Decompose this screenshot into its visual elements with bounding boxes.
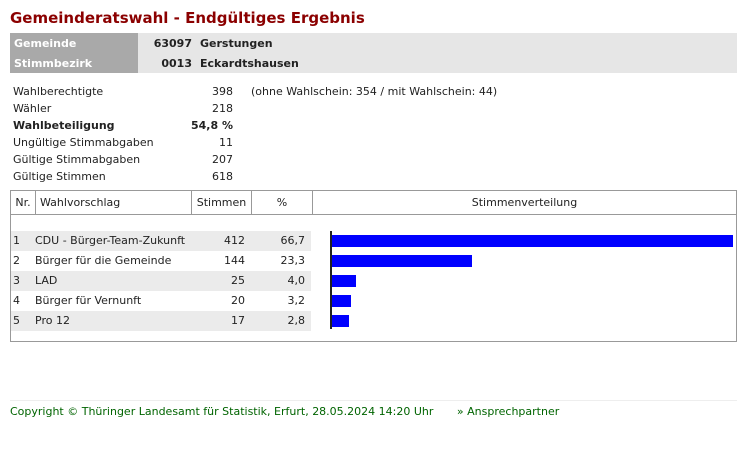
row-votes: 17 (231, 314, 245, 327)
row-nr: 3 (13, 274, 20, 287)
chart-bar (332, 235, 733, 247)
row-votes: 144 (224, 254, 245, 267)
stat-label: Wähler (13, 102, 52, 115)
row-nr: 2 (13, 254, 20, 267)
chart-bar (332, 255, 472, 267)
row-votes: 20 (231, 294, 245, 307)
stat-value: 207 (212, 153, 233, 166)
stat-row: Ungültige Stimmabgaben 11 (13, 134, 497, 151)
stat-row: Gültige Stimmen 618 (13, 168, 497, 185)
stat-label: Ungültige Stimmabgaben (13, 136, 154, 149)
gemeinde-name: Gerstungen (196, 33, 737, 53)
row-votes: 25 (231, 274, 245, 287)
header-wahlvorschlag: Wahlvorschlag (36, 191, 192, 215)
header-nr: Nr. (11, 191, 36, 215)
stat-value: 618 (212, 170, 233, 183)
bezirk-code: 0013 (138, 53, 196, 73)
stat-row: Gültige Stimmabgaben 207 (13, 151, 497, 168)
table-row: 4 Bürger für Vernunft 20 3,2 (11, 291, 311, 311)
area-header: Gemeinde 63097 Gerstungen Stimmbezirk 00… (10, 33, 737, 73)
row-name: LAD (35, 274, 58, 287)
stat-label: Gültige Stimmen (13, 170, 106, 183)
bezirk-name: Eckardtshausen (196, 53, 737, 73)
table-row: 1 CDU - Bürger-Team-Zukunft 412 66,7 (11, 231, 311, 251)
row-nr: 5 (13, 314, 20, 327)
stat-row: Wahlbeteiligung 54,8 % (13, 117, 497, 134)
chart-bar (332, 295, 351, 307)
row-percent: 3,2 (287, 294, 306, 307)
row-name: Bürger für die Gemeinde (35, 254, 172, 267)
stat-label: Wahlbeteiligung (13, 119, 115, 132)
chart-bar (332, 315, 349, 327)
row-percent: 4,0 (287, 274, 306, 287)
table-row: 3 LAD 25 4,0 (11, 271, 311, 291)
bezirk-label: Stimmbezirk (10, 53, 138, 73)
stats-block: Wahlberechtigte 398 (ohne Wahlschein: 35… (13, 83, 497, 185)
ansprechpartner-link[interactable]: » Ansprechpartner (456, 405, 560, 418)
stat-row: Wähler 218 (13, 100, 497, 117)
results-table: Nr. Wahlvorschlag Stimmen % Stimmenverte… (10, 190, 737, 342)
gemeinde-code: 63097 (138, 33, 196, 53)
page-title: Gemeinderatswahl - Endgültiges Ergebnis (10, 9, 365, 27)
row-percent: 2,8 (287, 314, 306, 327)
copyright-text: Copyright © Thüringer Landesamt für Stat… (10, 405, 434, 418)
chart-axis (330, 231, 332, 329)
row-name: CDU - Bürger-Team-Zukunft (35, 234, 186, 247)
header-percent: % (252, 191, 313, 215)
stat-value: 398 (212, 85, 233, 98)
row-percent: 66,7 (280, 234, 306, 247)
row-nr: 1 (13, 234, 20, 247)
row-nr: 4 (13, 294, 20, 307)
stat-label: Wahlberechtigte (13, 85, 104, 98)
stat-row: Wahlberechtigte 398 (ohne Wahlschein: 35… (13, 83, 497, 100)
table-row: 5 Pro 12 17 2,8 (11, 311, 311, 331)
header-stimmenverteilung: Stimmenverteilung (313, 191, 736, 215)
stat-value: 54,8 % (191, 119, 233, 132)
stat-label: Gültige Stimmabgaben (13, 153, 141, 166)
row-votes: 412 (224, 234, 245, 247)
stat-extra: (ohne Wahlschein: 354 / mit Wahlschein: … (251, 85, 498, 98)
chart-bar (332, 275, 356, 287)
header-stimmen: Stimmen (192, 191, 252, 215)
gemeinde-label: Gemeinde (10, 33, 138, 53)
stat-value: 218 (212, 102, 233, 115)
stat-value: 11 (219, 136, 233, 149)
footer-divider (10, 400, 737, 401)
row-name: Pro 12 (35, 314, 70, 327)
row-percent: 23,3 (280, 254, 306, 267)
table-row: 2 Bürger für die Gemeinde 144 23,3 (11, 251, 311, 271)
row-name: Bürger für Vernunft (35, 294, 142, 307)
footer: Copyright © Thüringer Landesamt für Stat… (10, 405, 559, 418)
